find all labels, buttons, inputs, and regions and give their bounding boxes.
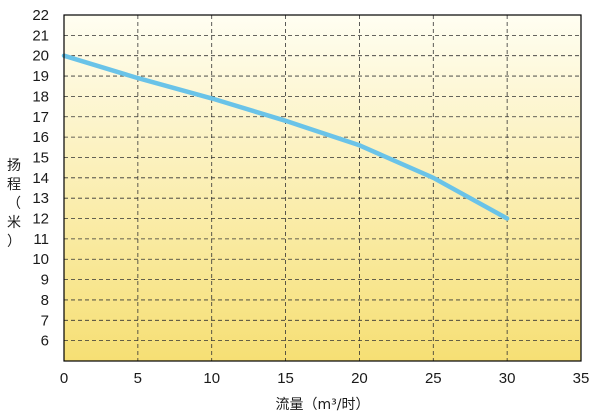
x-tick-label: 15 (277, 370, 294, 387)
y-tick-label: 9 (41, 272, 49, 289)
x-tick-label: 5 (134, 370, 142, 387)
x-axis-ticks: 0 5 10 15 20 25 30 35 (60, 370, 590, 387)
x-tick-label: 20 (351, 370, 368, 387)
y-axis-title-char: （ (7, 196, 21, 212)
x-tick-label: 30 (499, 370, 516, 387)
plot-frame (63, 14, 582, 362)
y-tick-label: 13 (32, 190, 49, 207)
y-tick-label: 7 (41, 312, 49, 329)
y-axis-title-char: 米 (7, 215, 21, 231)
x-axis-title: 流量（m³/时） (276, 397, 370, 413)
y-tick-label: 20 (32, 48, 49, 65)
y-tick-label: 12 (32, 211, 49, 228)
y-tick-label: 19 (32, 68, 49, 85)
y-tick-label: 6 (41, 333, 49, 350)
y-tick-label: 11 (33, 231, 49, 248)
y-tick-label: 18 (32, 88, 49, 105)
y-tick-label: 21 (32, 27, 49, 44)
y-tick-label: 8 (41, 292, 49, 309)
y-tick-label: 15 (32, 149, 49, 166)
y-axis-title: 扬程 （ 米 ） (7, 158, 21, 250)
y-tick-label: 10 (32, 251, 49, 268)
x-tick-label: 0 (60, 370, 68, 387)
x-tick-label: 25 (425, 370, 442, 387)
y-tick-label: 16 (32, 129, 49, 146)
y-axis-title-char: 扬 (7, 158, 21, 174)
y-tick-label: 17 (32, 109, 49, 126)
y-tick-label: 22 (32, 7, 49, 24)
x-tick-label: 10 (203, 370, 220, 387)
y-axis-ticks: 6 7 8 9 10 11 12 13 14 15 16 17 18 19 20 21 22 (32, 7, 49, 350)
plot-area (64, 15, 581, 361)
grid-lines (64, 15, 581, 361)
y-axis-title-char: 程 (7, 177, 21, 193)
y-tick-label: 14 (32, 170, 49, 187)
y-axis-title-char: ） (7, 234, 21, 250)
x-tick-label: 35 (573, 370, 590, 387)
